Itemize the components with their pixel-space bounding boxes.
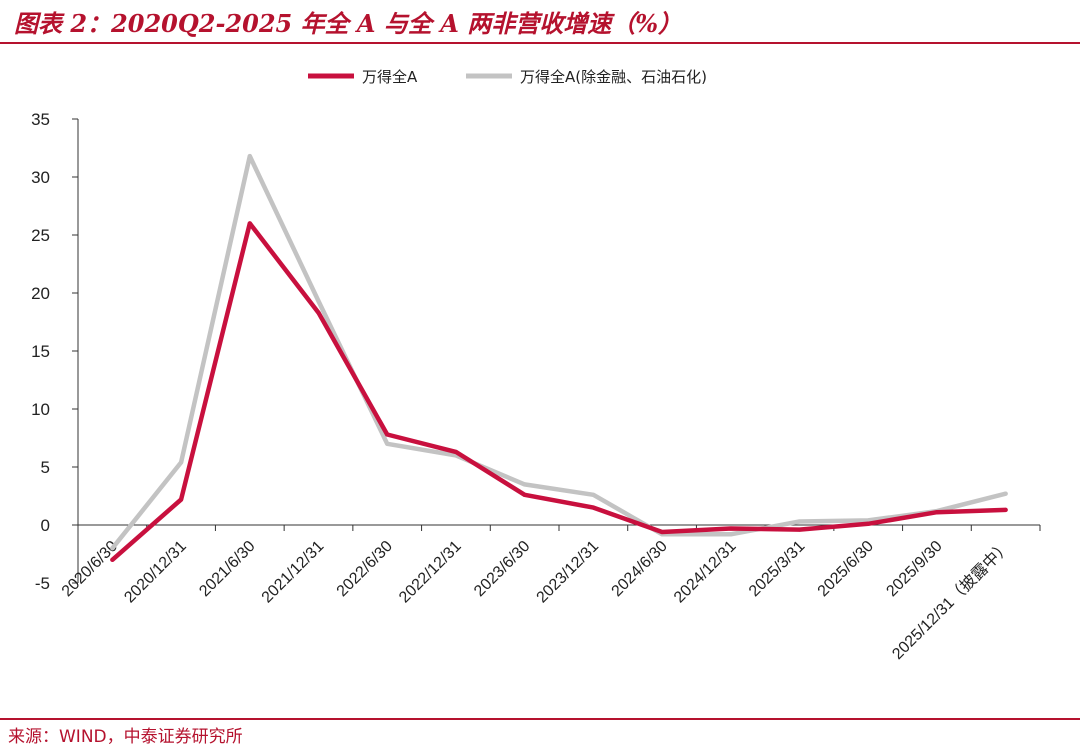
series-2-point: [728, 532, 733, 537]
x-tick-label: 2022/12/31: [396, 538, 465, 607]
y-tick-label: 5: [41, 458, 50, 477]
series-2-point: [385, 441, 390, 446]
footer-rule: [0, 718, 1080, 720]
y-tick-label: 15: [31, 342, 50, 361]
series-layer: [110, 153, 1008, 563]
series-2-point: [1003, 491, 1008, 496]
y-axis: -5 0 5 10 15 20 25 30 35: [31, 110, 79, 593]
series-2-point: [591, 492, 596, 497]
x-tick-label: 2025/3/31: [746, 538, 808, 600]
series-1-point: [866, 521, 871, 526]
series-1-point: [522, 492, 527, 497]
series-2-point: [522, 482, 527, 487]
y-tick-label: 0: [41, 516, 50, 535]
x-tick-label: 2023/6/30: [471, 538, 533, 600]
y-tick-label: 30: [31, 168, 50, 187]
line-chart: 万得全A 万得全A(除金融、石油石化) -5 0 5 10 15 20 25 30 35 2020…: [31, 68, 1041, 663]
series-2-point: [179, 460, 184, 465]
series-1-point: [316, 310, 321, 315]
series-2-point: [247, 154, 252, 159]
y-tick-label: 25: [31, 226, 50, 245]
x-axis: 2020/6/30 2020/12/31 2021/6/30 2021/12/31 20…: [59, 524, 1041, 663]
series-line-1: [110, 221, 1008, 563]
series-1-point: [660, 529, 665, 534]
series-2-point: [797, 519, 802, 524]
x-tick-label: 2021/12/31: [259, 538, 328, 607]
x-tick-label: 2022/6/30: [334, 538, 396, 600]
series-1-point: [385, 432, 390, 437]
series-1-point: [1003, 507, 1008, 512]
legend-label-2: 万得全A(除金融、石油石化): [520, 68, 707, 86]
x-tick-label: 2024/6/30: [609, 538, 671, 600]
series-1-point: [247, 221, 252, 226]
series-1-point: [591, 505, 596, 510]
series-1-point: [453, 449, 458, 454]
header-rule: [0, 42, 1080, 44]
series-1-point: [179, 497, 184, 502]
series-2-point: [316, 299, 321, 304]
x-tick-label: 2021/6/30: [196, 538, 258, 600]
x-tick-label: 2025/12/31（披露中）: [889, 537, 1015, 663]
series-1-point: [797, 527, 802, 532]
series-line-2: [110, 153, 1008, 551]
series-2-point: [110, 546, 115, 551]
source-note: 来源：WIND，中泰证券研究所: [8, 727, 243, 747]
y-tick-label: 20: [31, 284, 50, 303]
y-tick-label: 10: [31, 400, 50, 419]
legend-label-1: 万得全A: [362, 68, 418, 86]
y-tick-label: -5: [35, 574, 50, 593]
x-tick-label: 2020/12/31: [121, 538, 190, 607]
y-tick-label: 35: [31, 110, 50, 129]
series-1-point: [934, 510, 939, 515]
x-tick-label: 2025/6/30: [815, 538, 877, 600]
chart-legend: 万得全A 万得全A(除金融、石油石化): [308, 68, 707, 86]
x-tick-label: 2024/12/31: [671, 538, 740, 607]
series-1-point: [728, 526, 733, 531]
chart-title: 图表 2：2020Q2-2025 年全 A 与全 A 两非营收增速（%）: [14, 9, 683, 38]
series-1-point: [110, 557, 115, 562]
x-tick-label: 2023/12/31: [534, 538, 603, 607]
x-tick-label: 2025/9/30: [883, 538, 945, 600]
